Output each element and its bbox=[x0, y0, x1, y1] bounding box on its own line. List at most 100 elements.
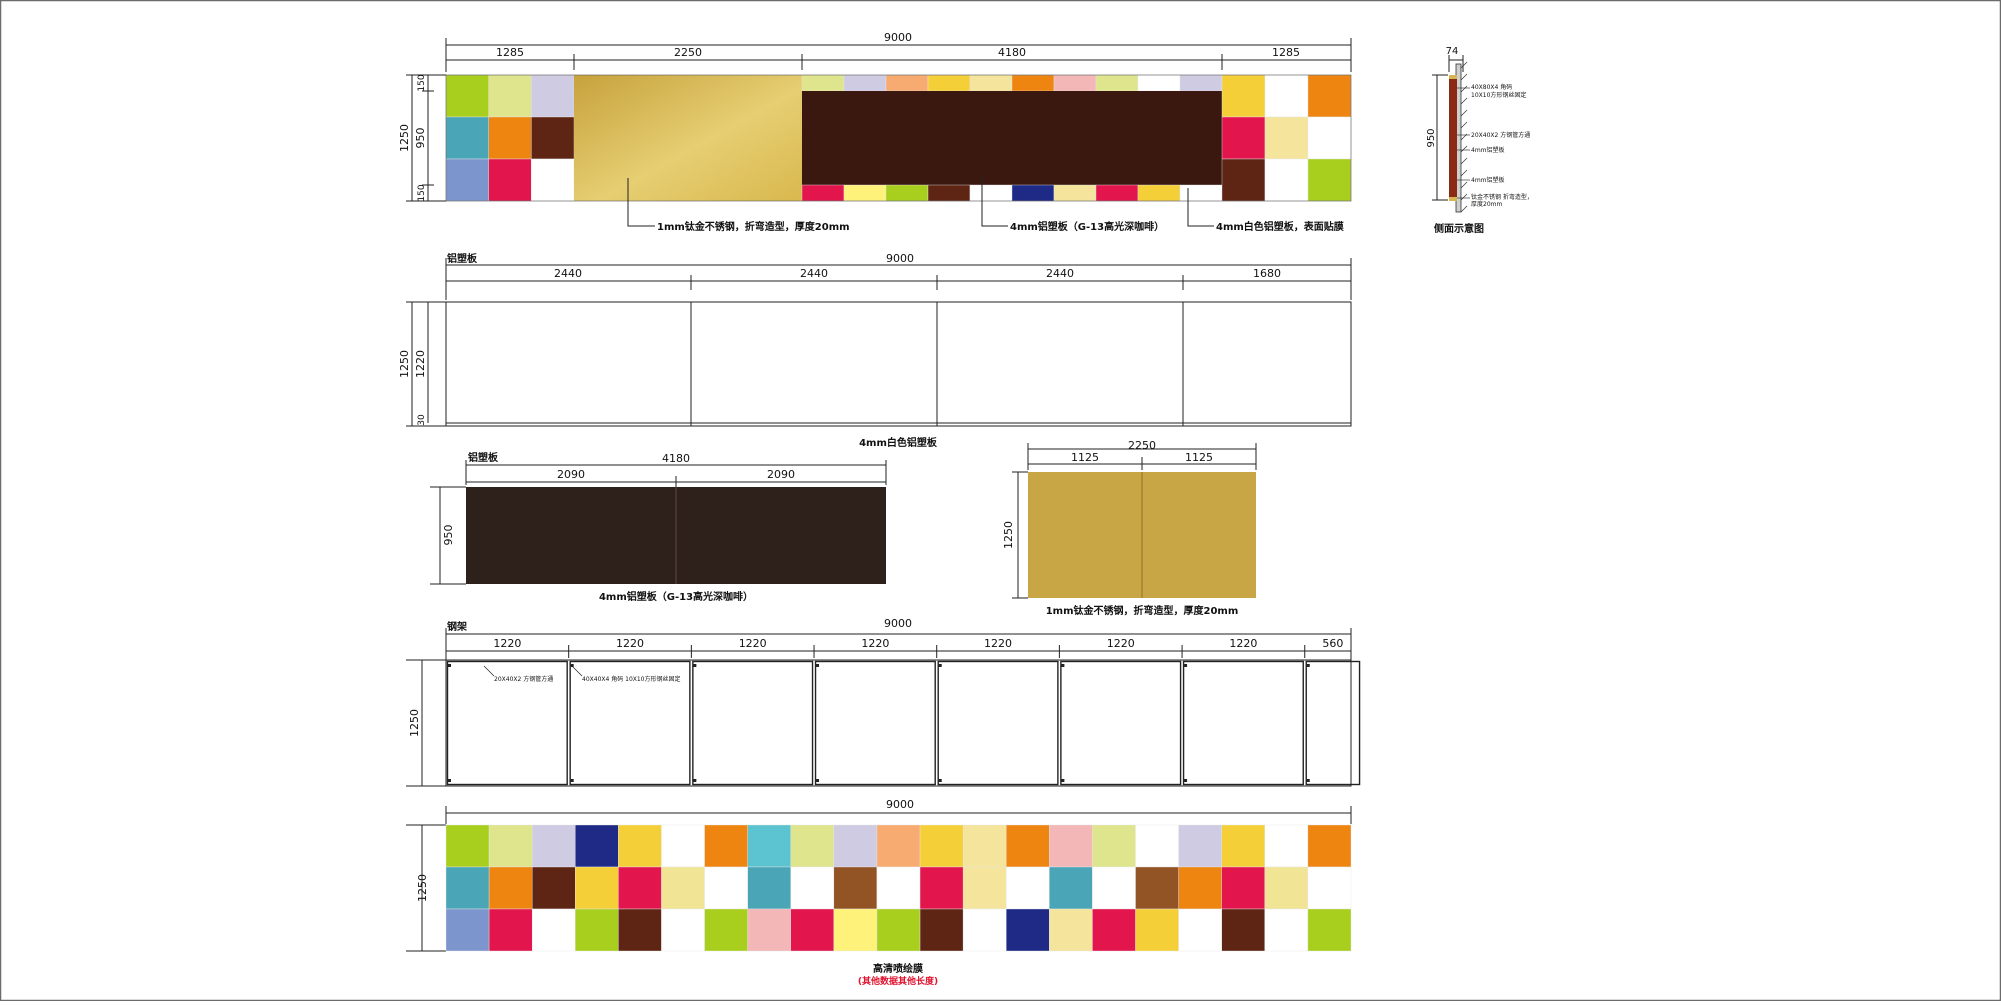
mosaic-tile bbox=[876, 824, 921, 868]
frame-cell bbox=[814, 660, 936, 786]
mosaic-height-dim: 1250 bbox=[416, 874, 429, 902]
side-section-view: 74 950 40X8 bbox=[1426, 46, 1533, 235]
mosaic-tile bbox=[531, 824, 576, 868]
mosaic-tile bbox=[1178, 824, 1222, 868]
mosaic-tile bbox=[833, 908, 878, 952]
side-leaders bbox=[1457, 87, 1470, 199]
mosaic-tile bbox=[445, 824, 490, 868]
mosaic-tile bbox=[876, 866, 921, 910]
frame-note-tube: 20X40X2 方钢管方通 bbox=[494, 675, 553, 683]
mosaic-tile bbox=[575, 908, 619, 952]
gold-total-dim: 2250 bbox=[1128, 439, 1156, 452]
bottom-strip-tile bbox=[801, 184, 845, 202]
bottom-strip-tile bbox=[843, 184, 887, 202]
elevation-tile bbox=[488, 74, 532, 118]
mosaic-tile bbox=[1049, 824, 1093, 868]
elevation-tile bbox=[488, 158, 532, 202]
side-gold-cap-top bbox=[1449, 75, 1457, 79]
mosaic-sub-caption: (其他数据其他长度) bbox=[858, 975, 938, 987]
gold-panel-caption: 1mm钛金不锈钢，折弯造型，厚度20mm bbox=[1046, 604, 1239, 617]
mosaic-tile bbox=[618, 866, 662, 910]
elevation-top-dimensions bbox=[445, 38, 1352, 72]
frame-cell bbox=[569, 660, 691, 786]
elevation-seg-3: 4180 bbox=[998, 46, 1026, 59]
dark-panel-caption: 4mm铝塑板（G-13高光深咖啡） bbox=[599, 590, 753, 603]
elevation-total-dim: 9000 bbox=[884, 31, 912, 44]
elevation-outline bbox=[445, 74, 1352, 202]
frame-outline bbox=[445, 659, 1352, 787]
elevation-seg-4: 1285 bbox=[1272, 46, 1300, 59]
mosaic-tile bbox=[1178, 908, 1222, 952]
wall-hatch bbox=[1460, 61, 1468, 213]
mosaic-tile bbox=[1006, 908, 1050, 952]
elevation-tile bbox=[531, 116, 575, 160]
white-seg-1: 2440 bbox=[554, 267, 582, 280]
frame-joint bbox=[1184, 779, 1188, 782]
elevation-tile bbox=[1221, 158, 1266, 202]
elevation-tile bbox=[1264, 74, 1309, 118]
elevation-tile bbox=[1307, 158, 1352, 202]
frame-joint bbox=[448, 664, 451, 667]
gold-stainless-panel bbox=[574, 75, 802, 201]
white-panel-caption: 4mm白色铝塑板 bbox=[859, 436, 938, 449]
white-total-dim: 9000 bbox=[886, 252, 914, 265]
frame-joint bbox=[1184, 664, 1188, 667]
elevation-tile bbox=[1221, 116, 1266, 160]
frame-joint bbox=[693, 664, 697, 667]
mosaic-tile bbox=[488, 908, 533, 952]
top-strip-tile bbox=[801, 74, 845, 92]
mosaic-tile bbox=[1307, 866, 1352, 910]
mosaic-tile bbox=[531, 908, 576, 952]
white-seg-4: 1680 bbox=[1253, 267, 1281, 280]
frame-cell bbox=[1305, 660, 1361, 786]
mosaic-tile bbox=[1307, 824, 1352, 868]
elevation-left-dimensions bbox=[406, 74, 446, 202]
top-strip-tile bbox=[1095, 74, 1139, 92]
front-elevation: 9000 1285 2250 4180 1285 1250 150 950 15… bbox=[398, 31, 1352, 233]
mosaic-tile bbox=[531, 866, 576, 910]
mosaic-tile bbox=[1307, 908, 1352, 952]
white-seg-3: 2440 bbox=[1046, 267, 1074, 280]
frame-joint bbox=[693, 779, 697, 782]
top-strip-tile bbox=[1011, 74, 1055, 92]
frame-seg-dim: 1220 bbox=[1107, 637, 1135, 650]
mosaic-tile bbox=[1178, 866, 1222, 910]
frame-height-dim: 1250 bbox=[408, 709, 421, 737]
side-note-2: 10X10方形钢丝固定 bbox=[1471, 91, 1526, 99]
mosaic-tile bbox=[747, 824, 791, 868]
elevation-row-top: 150 bbox=[417, 74, 427, 91]
note-white-panel: 4mm白色铝塑板，表面贴膜 bbox=[1216, 220, 1344, 233]
frame-joint bbox=[448, 779, 451, 782]
mosaic-tile bbox=[1135, 824, 1179, 868]
elevation-tile bbox=[488, 116, 532, 160]
top-strip-tile bbox=[969, 74, 1013, 92]
mosaic-tile bbox=[661, 866, 705, 910]
elevation-tile bbox=[445, 158, 489, 202]
elevation-row-mid: 950 bbox=[414, 128, 427, 149]
mosaic-tile bbox=[833, 824, 878, 868]
mosaic-tile bbox=[1264, 824, 1309, 868]
gold-seg-1: 1125 bbox=[1071, 451, 1099, 464]
side-note-5: 4mm铝塑板 bbox=[1471, 176, 1505, 184]
frame-note-angle: 40X40X4 角码 10X10方形钢丝固定 bbox=[582, 675, 681, 683]
bottom-tile-strip bbox=[801, 184, 1223, 202]
elevation-seg-2: 2250 bbox=[674, 46, 702, 59]
elevation-tile bbox=[1307, 116, 1352, 160]
mosaic-tile bbox=[618, 908, 662, 952]
mosaic-tile bbox=[962, 824, 1007, 868]
mosaic-film-layout: 9000 1250 高清喷绘膜 (其他数据其他长度) bbox=[406, 798, 1352, 987]
mosaic-tile bbox=[618, 824, 662, 868]
mosaic-tile bbox=[575, 824, 619, 868]
mosaic-tile bbox=[876, 908, 921, 952]
frame-joint bbox=[1306, 664, 1310, 667]
mosaic-tile bbox=[704, 908, 748, 952]
frame-cell bbox=[1060, 660, 1182, 786]
frame-total-dim: 9000 bbox=[884, 617, 912, 630]
frame-cell bbox=[937, 660, 1059, 786]
frame-cells bbox=[445, 659, 1361, 787]
frame-label: 钢架 bbox=[447, 620, 467, 633]
top-strip-tile bbox=[843, 74, 887, 92]
mosaic-tile bbox=[1049, 866, 1093, 910]
frame-joint bbox=[816, 664, 820, 667]
mosaic-tile bbox=[1092, 824, 1136, 868]
